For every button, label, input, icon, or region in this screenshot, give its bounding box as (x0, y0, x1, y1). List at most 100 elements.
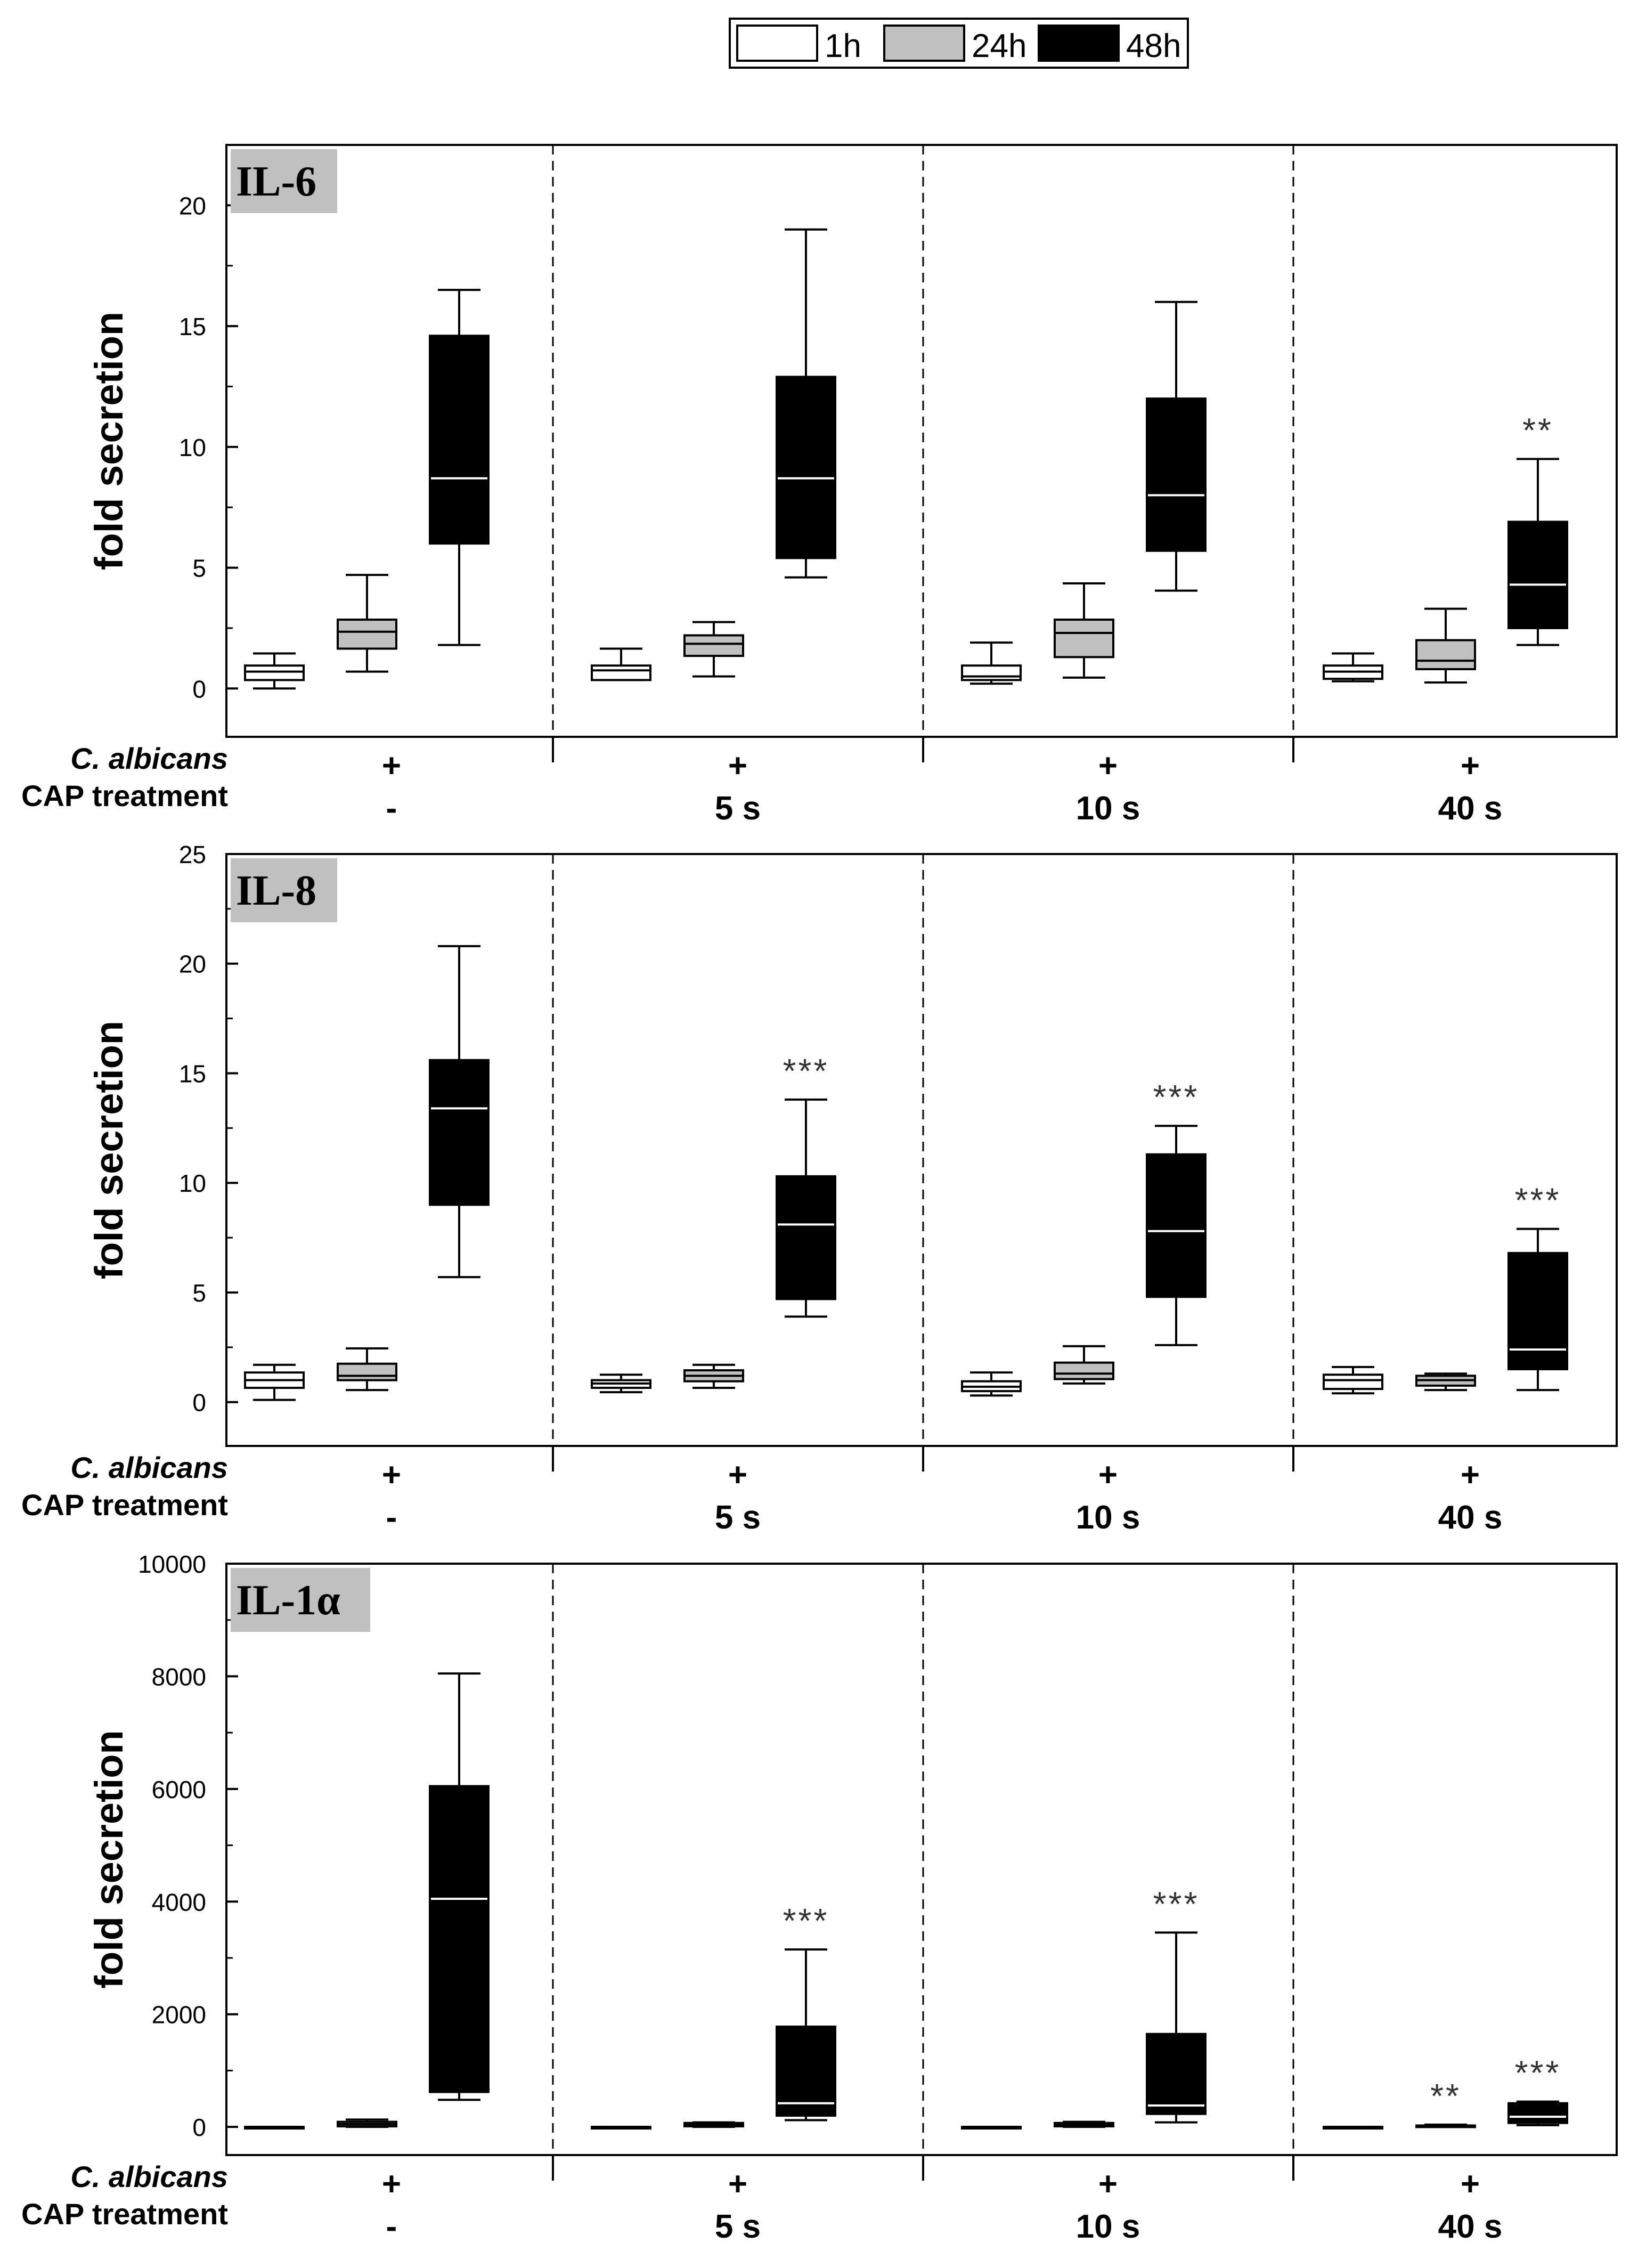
y-tick-label: 10 (179, 434, 206, 461)
box-40 s-1h (1323, 1373, 1383, 1391)
y-tick-label: 15 (179, 313, 206, 340)
treatment-value: 5 s (715, 1499, 761, 1536)
y-axis-label: fold secretion (87, 1730, 131, 1988)
treatment-value: 40 s (1438, 2208, 1503, 2245)
box---24h (337, 1362, 397, 1381)
albicans-value: + (1461, 1457, 1480, 1493)
plot-frame (225, 1563, 1618, 2156)
y-tick-label: 5 (192, 555, 206, 582)
albicans-value: + (728, 1457, 747, 1493)
box-5 s-48h (776, 376, 836, 559)
box-5 s-48h (776, 2025, 836, 2117)
y-tick-label: 8000 (152, 1663, 206, 1690)
panel-title: IL-6 (236, 158, 316, 205)
albicans-value: + (382, 1457, 401, 1493)
albicans-value: + (1098, 2166, 1118, 2202)
treatment-value: - (386, 2208, 397, 2245)
box---48h (429, 1059, 490, 1206)
box---48h (429, 1785, 490, 2093)
row-label-treatment: CAP treatment (21, 779, 228, 812)
y-axis-label: fold secretion (87, 1021, 131, 1279)
legend-label-24h: 24h (972, 28, 1026, 64)
treatment-value: 10 s (1076, 2208, 1140, 2245)
box-40 s-48h (1507, 1251, 1568, 1370)
albicans-value: + (382, 2166, 401, 2202)
y-tick-label: 10000 (138, 1550, 206, 1578)
panel-title: IL-8 (236, 867, 316, 914)
row-label-treatment: CAP treatment (21, 2197, 228, 2231)
albicans-value: + (1098, 747, 1118, 784)
treatment-value: 10 s (1076, 1499, 1140, 1536)
significance-marker: *** (1515, 1181, 1561, 1220)
y-tick-label: 20 (179, 192, 206, 220)
significance-marker: ** (1430, 2077, 1461, 2115)
box-5 s-24h (683, 634, 744, 657)
treatment-value: - (386, 1499, 397, 1536)
legend-swatch-24h (883, 25, 965, 62)
legend-label-48h: 48h (1126, 28, 1181, 64)
box-5 s-1h (591, 664, 651, 681)
y-tick-label: 5 (192, 1279, 206, 1307)
legend-swatch-1h (736, 25, 818, 62)
albicans-value: + (1098, 1457, 1118, 1493)
legend: 1h 24h 48h (729, 18, 1189, 69)
box---1h (244, 664, 305, 681)
albicans-value: + (1461, 2166, 1480, 2202)
panel-title-box (231, 1568, 370, 1632)
treatment-value: 40 s (1438, 1499, 1503, 1536)
treatment-value: - (386, 790, 397, 827)
box-10 s-24h (1054, 619, 1114, 659)
box-40 s-24h (1415, 639, 1476, 671)
plot-frame (225, 144, 1618, 738)
panels: 0 5 10 15 20 fold secretion IL-6 ** C. albicans C… (21, 144, 1618, 2245)
albicans-value: + (728, 2166, 747, 2202)
panel-IL-8: 0 5 10 15 20 25 fold secretion IL-8 *** *** *** C. … (21, 841, 1618, 1536)
treatment-value: 5 s (715, 790, 761, 827)
row-label-albicans: C. albicans (70, 2160, 228, 2193)
box-10 s-48h (1146, 2033, 1207, 2115)
significance-marker: *** (783, 1052, 829, 1090)
albicans-value: + (382, 747, 401, 784)
significance-marker: ** (1522, 411, 1553, 450)
box-10 s-1h (961, 664, 1022, 681)
box-10 s-48h (1146, 397, 1207, 552)
y-tick-label: 10 (179, 1169, 206, 1197)
plot-frame (225, 853, 1618, 1447)
panel-title: IL-1α (236, 1577, 340, 1624)
albicans-value: + (728, 747, 747, 784)
legend-label-1h: 1h (825, 28, 861, 64)
treatment-value: 10 s (1076, 790, 1140, 827)
row-label-treatment: CAP treatment (21, 1488, 228, 1522)
y-tick-label: 2000 (152, 2001, 206, 2029)
legend-swatch-48h (1038, 25, 1120, 62)
panel-IL-1α: 0 2000 4000 6000 8000 10000 fold secretion IL-1… (21, 1550, 1618, 2245)
significance-marker: *** (1153, 1884, 1200, 1923)
y-tick-label: 4000 (152, 1888, 206, 1916)
row-label-albicans: C. albicans (70, 742, 228, 775)
y-tick-label: 20 (179, 950, 206, 978)
row-label-albicans: C. albicans (70, 1451, 228, 1484)
albicans-value: + (1461, 747, 1480, 784)
y-tick-label: 0 (192, 675, 206, 703)
significance-marker: *** (783, 1901, 829, 1940)
box-40 s-48h (1507, 521, 1568, 629)
y-axis-label: fold secretion (87, 312, 131, 570)
significance-marker: *** (1515, 2054, 1561, 2092)
box---24h (337, 619, 397, 650)
box-40 s-48h (1507, 2102, 1568, 2124)
y-tick-label: 15 (179, 1060, 206, 1087)
y-tick-label: 6000 (152, 1776, 206, 1803)
y-tick-label: 0 (192, 1389, 206, 1417)
y-tick-label: 25 (179, 841, 206, 868)
box-5 s-48h (776, 1175, 836, 1300)
panel-title-box (231, 149, 337, 213)
box-10 s-24h (1054, 1361, 1114, 1380)
panel-IL-6: 0 5 10 15 20 fold secretion IL-6 ** C. albicans C… (21, 144, 1618, 827)
treatment-value: 40 s (1438, 790, 1503, 827)
box-10 s-48h (1146, 1153, 1207, 1298)
significance-marker: *** (1153, 1078, 1200, 1116)
panel-title-box (231, 858, 337, 922)
y-tick-label: 0 (192, 2113, 206, 2141)
